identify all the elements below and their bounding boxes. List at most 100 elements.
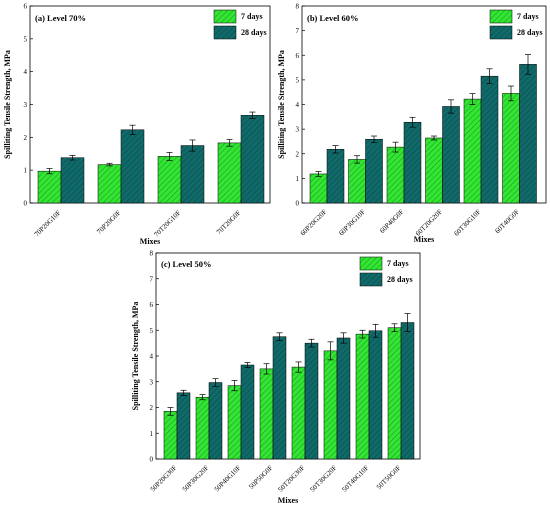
error-bar-60T40G0F [508,85,514,102]
ytick-label: 1 [296,175,300,183]
error-bar-70T20G10F [189,139,196,152]
error-bar-50P40G10F [231,380,238,392]
bar-28days-70P20G10F [60,157,85,204]
chart-a-xlabel: Mixes [140,237,160,246]
bar-7days-50T50G0F [387,327,402,460]
legend-swatch-7days [359,256,383,271]
xtick-label: 70T20G0F [215,209,242,236]
legend-label-7days: 7 days [517,12,539,21]
xtick-label: 60P40G0F [378,208,405,235]
error-bar-60P20G20F [332,145,339,154]
bar-7days-50P30G20F [195,396,210,460]
bar-7days-50P50G0F [259,368,274,460]
error-bar-70T20G0F [249,111,256,119]
ytick-label: 7 [296,27,300,35]
xtick-label: 70P20G10F [33,209,63,239]
chart-b-ylabel: Spilliting Tensile Strength, MPa [277,50,286,159]
bar-28days-50P40G10F [240,364,255,460]
xtick-label: 60T40G0F [494,208,521,235]
ytick-label: 4 [24,68,28,76]
legend-label-28days: 28 days [517,28,543,37]
error-bar-60P40G0F [392,141,399,153]
xtick-label: 60P30G10F [337,208,367,238]
bar-28days-50T50G0F [400,322,415,460]
chart-a: (a) Level 70% Spilliting Tensile Strengt… [3,3,271,246]
bar-28days-50T40G10F [368,330,383,460]
bar-7days-70T20G10F [157,156,182,204]
bar-28days-70P20G0F [120,129,145,204]
ytick-label: 7 [150,275,154,283]
bar-28days-70T20G0F [240,115,265,204]
error-bar-60T20G20F [448,99,454,114]
bar-7days-50T20G30F [291,366,306,460]
error-bar-60T40G0F [525,54,531,75]
ytick-label: 4 [296,101,300,109]
bar-28days-50P30G20F [208,382,223,460]
ytick-label: 1 [150,430,154,438]
bar-7days-60P40G0F [386,146,405,204]
error-bar-70P20G10F [69,155,76,161]
error-bar-50T30G20F [327,341,334,361]
ytick-label: 3 [24,101,28,109]
bar-7days-50P40G10F [227,385,242,460]
legend-label-28days: 28 days [241,28,267,37]
legend-swatch-28days [489,25,513,40]
bar-28days-60P20G20F [326,149,345,204]
error-bar-60P30G10F [354,155,360,164]
chart-c-title: (c) Level 50% [161,259,212,269]
xtick-label: 50T20G30F [277,464,307,494]
error-bar-50P30G20F [199,394,206,401]
xtick-label: 50P30G20F [181,464,211,494]
xtick-label: 70T20G10F [153,209,183,239]
error-bar-50P50G0F [276,332,283,341]
error-bar-50T40G10F [359,329,366,339]
bar-7days-50T40G10F [355,333,370,460]
ytick-label: 3 [150,378,154,386]
bar-7days-60T40G0F [502,93,520,204]
error-bar-50T30G20F [340,332,347,344]
error-bar-60P20G20F [315,171,322,177]
ytick-label: 5 [24,35,28,43]
bar-7days-60P30G10F [348,159,366,204]
xtick-label: 50P20G30F [149,464,179,494]
xtick-label: 50P40G10F [213,464,243,494]
chart-c: (c) Level 50% Spilliting Tensile Strengt… [131,250,421,505]
legend-swatch-28days [359,272,383,287]
chart-b-title: (b) Level 60% [307,13,358,23]
ytick-label: 2 [150,404,154,412]
xtick-label: 70P20G0F [95,209,122,236]
chart-b: (b) Level 60% Spilliting Tensile Strengt… [277,3,547,244]
ytick-label: 0 [296,200,300,208]
error-bar-50T50G0F [391,323,398,332]
bar-28days-50T30G20F [336,337,351,460]
error-bar-50P40G10F [244,362,251,368]
ytick-label: 0 [24,200,28,208]
error-bar-50T50G0F [404,313,411,332]
xtick-label: 60P20G20F [299,208,329,238]
bar-7days-50T30G20F [323,350,338,460]
error-bar-70P20G0F [129,124,136,135]
bar-28days-60P30G10F [365,138,383,204]
chart-c-ylabel: Spilliting Tensile Strength, MPa [131,302,140,411]
ytick-label: 5 [296,76,300,84]
xtick-label: 60T30G10F [453,208,483,238]
legend-b: 7 days 28 days [489,9,543,40]
ytick-label: 1 [24,167,28,175]
ytick-label: 8 [150,250,154,258]
chart-a-ylabel: Spilliting Tensile Strength, MPa [3,50,12,159]
bar-7days-50P20G30F [163,411,178,460]
bar-7days-60T20G20F [425,137,443,204]
ytick-label: 6 [24,3,28,11]
error-bar-70P20G0F [106,162,113,167]
error-bar-60T30G10F [469,93,476,105]
ytick-label: 3 [296,126,300,134]
xtick-label: 50T50G0F [375,464,402,491]
legend-label-7days: 7 days [387,259,409,268]
ytick-label: 5 [150,327,154,335]
bar-28days-50P20G30F [176,392,191,460]
legend-c: 7 days 28 days [359,256,413,287]
error-bar-50T20G30F [308,338,315,348]
bar-7days-70P20G0F [97,164,122,204]
bar-7days-60T30G10F [463,98,482,204]
